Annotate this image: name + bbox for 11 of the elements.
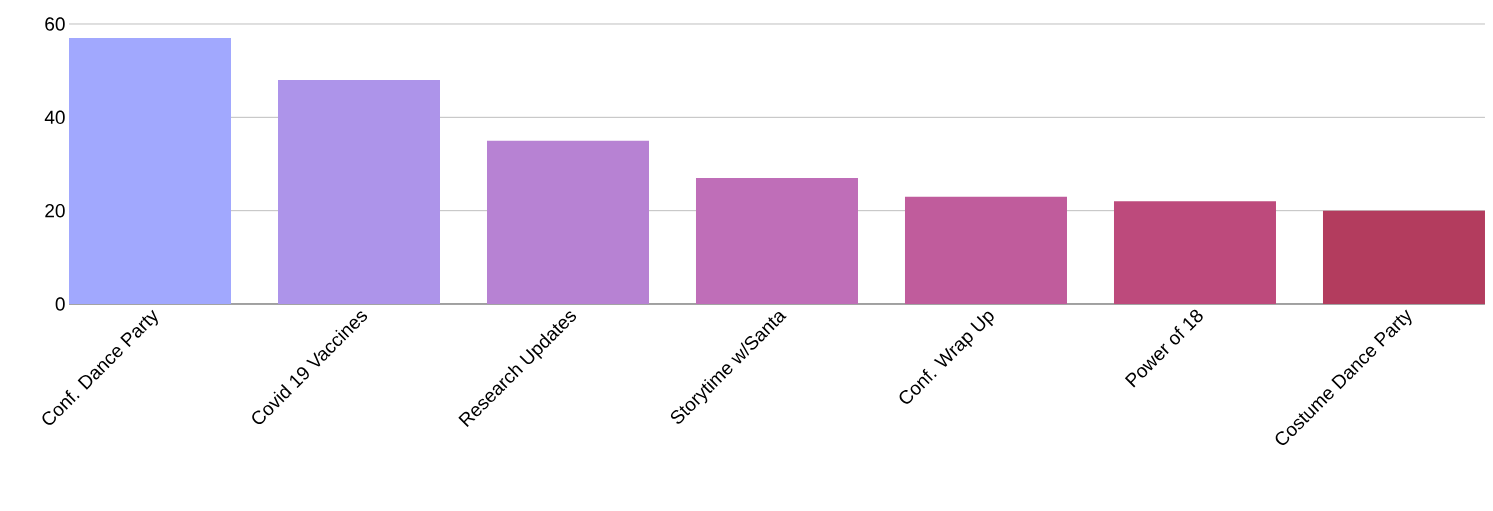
bar — [695, 178, 858, 304]
bar — [278, 80, 440, 304]
y-tick-label: 60 — [45, 17, 65, 31]
bar — [486, 140, 649, 304]
bar — [1113, 201, 1276, 304]
bar — [1322, 210, 1485, 304]
bar — [69, 38, 231, 304]
y-tick-label: 40 — [44, 110, 65, 125]
y-tick-label: 0 — [55, 297, 65, 311]
bar — [904, 196, 1067, 304]
y-tick-label: 20 — [45, 203, 65, 218]
